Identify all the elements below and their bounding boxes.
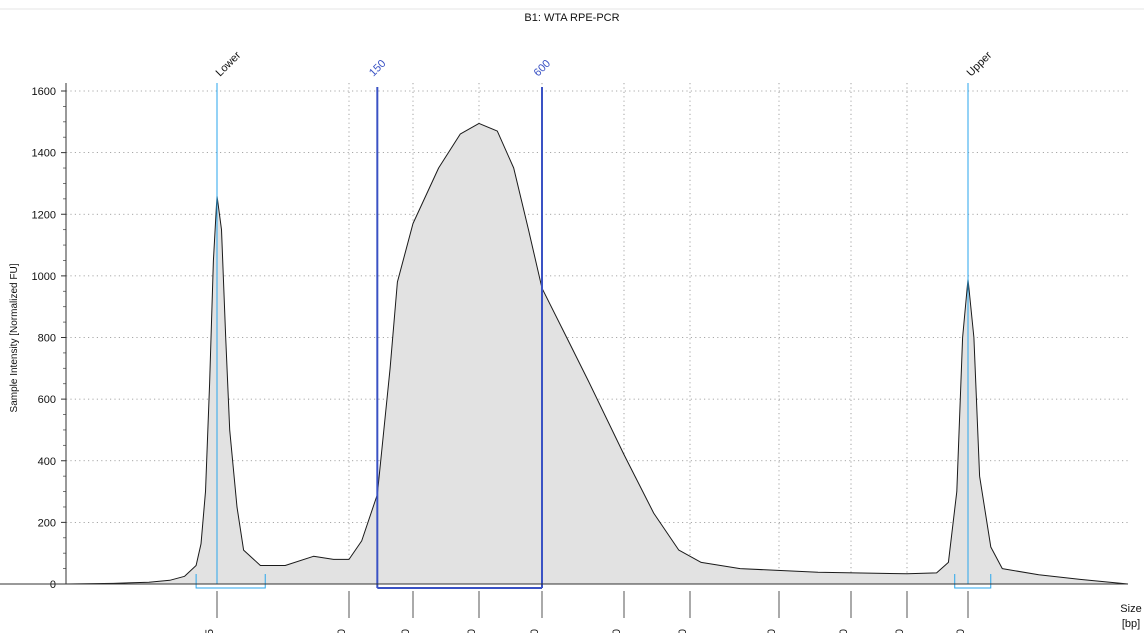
y-axis-label: Sample Intensity [Normalized FU] <box>9 263 20 412</box>
y-tick-label: 1200 <box>32 209 56 221</box>
x-tick-label: 250 <box>400 629 412 633</box>
trace-area <box>65 122 1129 585</box>
x-tick-label: 2500 <box>766 629 778 633</box>
trace-line <box>65 122 1129 585</box>
y-tick-label: 1400 <box>32 148 56 160</box>
x-tick-label: 3500 <box>838 629 850 633</box>
x-axis-unit: [bp] <box>1122 618 1140 630</box>
x-tick-label: 100 <box>336 629 348 633</box>
x-tick-label: 5000 <box>894 629 906 633</box>
y-tick-label: 600 <box>38 394 56 406</box>
chart-title: B1: WTA RPE-PCR <box>524 12 619 24</box>
y-tick-label: 800 <box>38 333 56 345</box>
y-tick-label: 200 <box>38 517 56 529</box>
x-tick-label: 600 <box>529 629 541 633</box>
y-tick-label: 0 <box>50 579 56 591</box>
marker-range <box>195 574 266 589</box>
x-tick-label: 15 <box>204 629 216 633</box>
x-tick-label: 1500 <box>677 629 689 633</box>
trace-fill <box>66 123 1128 585</box>
x-tick-label: 1000 <box>611 629 623 633</box>
x-tick-label: 400 <box>466 629 478 633</box>
x-tick-label: 10000 <box>955 629 967 633</box>
grid <box>66 83 1128 584</box>
y-tick-label: 1000 <box>32 271 56 283</box>
x-axis-label: Size <box>1120 603 1141 615</box>
y-tick-label: 1600 <box>32 86 56 98</box>
marker-range <box>954 574 992 589</box>
y-tick-label: 400 <box>38 456 56 468</box>
